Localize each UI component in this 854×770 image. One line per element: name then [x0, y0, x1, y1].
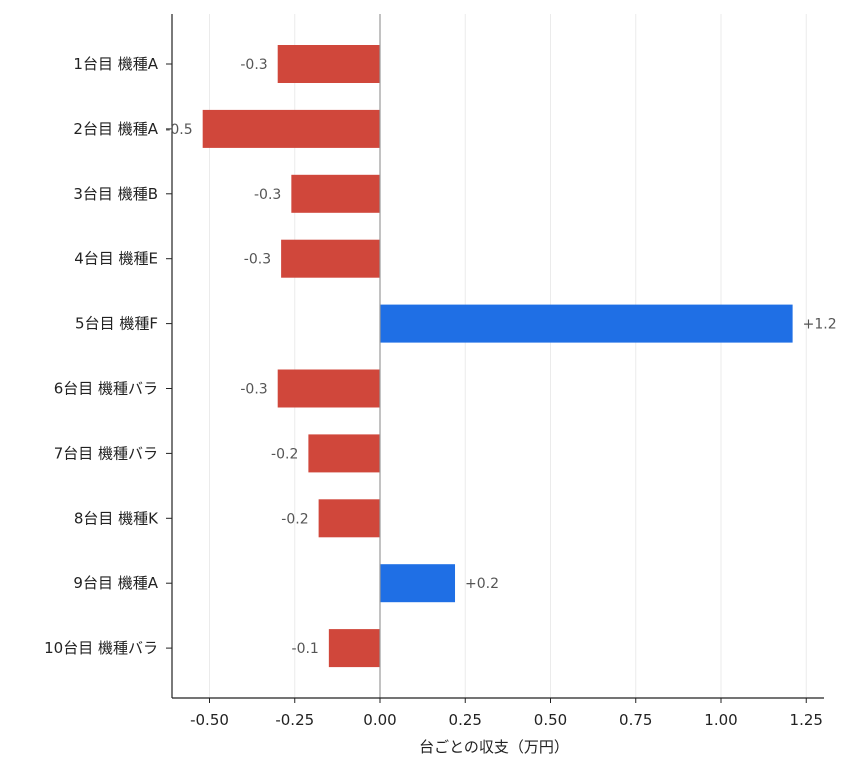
category-label: 4台目 機種E	[74, 250, 158, 268]
x-axis-title: 台ごとの収支（万円）	[419, 738, 569, 756]
x-tick-label: -0.25	[275, 711, 314, 729]
category-label: 7台目 機種バラ	[54, 444, 158, 462]
category-label: 10台目 機種バラ	[44, 639, 158, 657]
bar	[318, 499, 380, 538]
x-tick-label: 1.00	[704, 711, 737, 729]
data-label: +1.2	[803, 317, 837, 333]
labels: -0.50 -0.25 0.00 0.25 0.50 0.75 1.00 1.25 1台目 機種…	[44, 55, 836, 729]
data-label: -0.1	[292, 641, 319, 657]
axes	[166, 14, 824, 703]
bar	[308, 434, 380, 473]
data-label: -0.2	[271, 446, 298, 462]
bar	[328, 629, 380, 668]
category-label: 2台目 機種A	[73, 120, 158, 138]
bar	[380, 304, 793, 343]
data-label: -0.3	[240, 57, 267, 73]
bar	[281, 239, 380, 278]
x-tick-label: 1.25	[790, 711, 823, 729]
category-label: 1台目 機種A	[73, 55, 158, 73]
data-label: -0.2	[281, 511, 308, 527]
x-tick-label: 0.00	[363, 711, 396, 729]
x-tick-label: -0.50	[190, 711, 229, 729]
bar	[277, 369, 380, 408]
data-label: -0.3	[244, 252, 271, 268]
category-label: 6台目 機種バラ	[54, 380, 158, 398]
category-label: 8台目 機種K	[74, 509, 159, 527]
data-label: +0.2	[465, 576, 499, 592]
bars	[202, 45, 793, 668]
data-label: -0.3	[240, 382, 267, 398]
x-tick-label: 0.75	[619, 711, 652, 729]
bar	[202, 109, 380, 148]
bar	[380, 564, 456, 603]
x-tick-label: 0.25	[449, 711, 482, 729]
category-label: 5台目 機種F	[75, 315, 158, 333]
bar	[277, 45, 380, 83]
x-tick-label: 0.50	[534, 711, 567, 729]
data-label: -0.5	[165, 122, 192, 138]
category-label: 3台目 機種B	[73, 185, 158, 203]
data-label: -0.3	[254, 187, 281, 203]
category-label: 9台目 機種A	[73, 574, 158, 592]
bar	[291, 174, 380, 213]
